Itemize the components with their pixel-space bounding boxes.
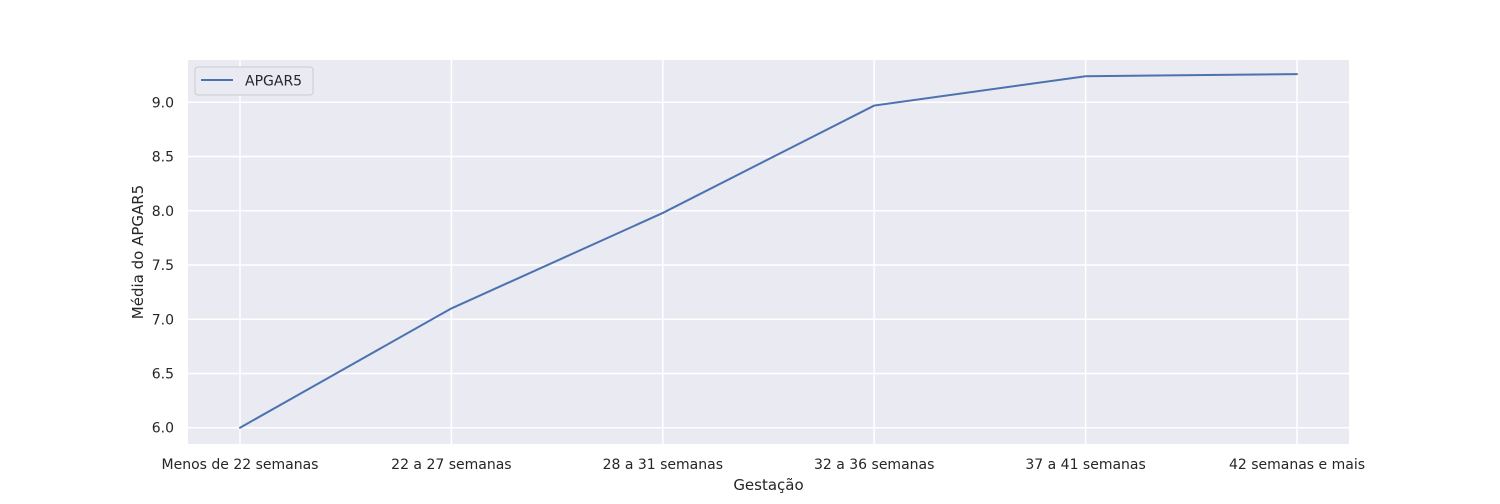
legend-label-apgar5: APGAR5 bbox=[245, 74, 302, 90]
plot-area bbox=[188, 60, 1349, 444]
y-tick-label: 8.5 bbox=[152, 150, 174, 166]
x-tick-label: 37 a 41 semanas bbox=[1025, 457, 1145, 473]
x-tick-label: 28 a 31 semanas bbox=[603, 457, 723, 473]
y-tick-label: 8.0 bbox=[152, 204, 174, 220]
x-tick-label: 22 a 27 semanas bbox=[391, 457, 511, 473]
y-tick-label: 6.5 bbox=[152, 366, 174, 382]
x-tick-label: 42 semanas e mais bbox=[1229, 457, 1365, 473]
y-axis-label: Média do APGAR5 bbox=[129, 185, 147, 319]
legend: APGAR5 bbox=[195, 67, 313, 95]
y-tick-label: 9.0 bbox=[152, 95, 174, 111]
x-tick-label: Menos de 22 semanas bbox=[162, 457, 319, 473]
x-axis-label: Gestação bbox=[733, 476, 803, 494]
y-tick-label: 7.5 bbox=[152, 258, 174, 274]
x-tick-label: 32 a 36 semanas bbox=[814, 457, 934, 473]
y-tick-label: 6.0 bbox=[152, 421, 174, 437]
y-tick-label: 7.0 bbox=[152, 312, 174, 328]
